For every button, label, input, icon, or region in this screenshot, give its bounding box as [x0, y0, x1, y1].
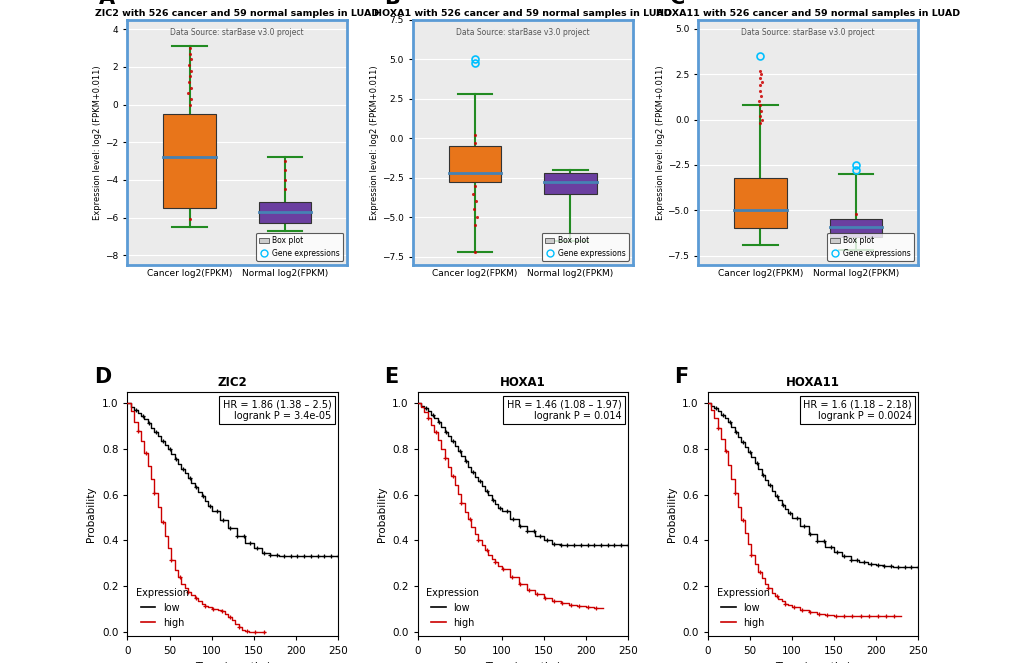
Text: F: F: [674, 367, 688, 387]
X-axis label: Time (months): Time (months): [484, 661, 560, 663]
Point: [182, 54, 199, 65]
Point: [752, 69, 768, 80]
Point: [181, 48, 198, 59]
Legend: Box plot, Gene expressions: Box plot, Gene expressions: [826, 233, 913, 261]
Text: C: C: [669, 0, 685, 8]
Y-axis label: Expression level: log2 (FPKM+0.011): Expression level: log2 (FPKM+0.011): [370, 65, 379, 219]
Point: [181, 71, 198, 82]
Title: HOXA11: HOXA11: [786, 376, 839, 389]
Point: [276, 184, 292, 194]
Point: [466, 204, 482, 215]
Point: [276, 174, 292, 185]
Point: [752, 99, 768, 110]
Point: [182, 82, 199, 93]
Point: [183, 66, 200, 76]
Point: [752, 118, 768, 129]
Text: Data Source: starBase v3.0 project: Data Source: starBase v3.0 project: [741, 29, 874, 37]
Y-axis label: Probability: Probability: [376, 487, 386, 542]
Title: ZIC2: ZIC2: [217, 376, 248, 389]
Point: [751, 72, 767, 83]
Point: [847, 209, 863, 219]
Title: ZIC2 with 526 cancer and 59 normal samples in LUAD: ZIC2 with 526 cancer and 59 normal sampl…: [95, 9, 379, 18]
Text: HR = 1.6 (1.18 – 2.18)
logrank P = 0.0024: HR = 1.6 (1.18 – 2.18) logrank P = 0.002…: [802, 399, 911, 421]
Point: [276, 165, 292, 176]
Title: HOXA11 with 526 cancer and 59 normal samples in LUAD: HOXA11 with 526 cancer and 59 normal sam…: [655, 9, 959, 18]
Legend: low, high: low, high: [712, 584, 772, 632]
Point: [467, 130, 483, 141]
Title: HOXA1 with 526 cancer and 59 normal samples in LUAD: HOXA1 with 526 cancer and 59 normal samp…: [374, 9, 671, 18]
Bar: [259, 202, 311, 223]
Y-axis label: Expression level: log2 (FPKM+0.011): Expression level: log2 (FPKM+0.011): [94, 65, 102, 219]
Point: [179, 88, 196, 99]
Text: HR = 1.86 (1.38 – 2.5)
logrank P = 3.4e-05: HR = 1.86 (1.38 – 2.5) logrank P = 3.4e-…: [222, 399, 331, 421]
Text: Data Source: starBase v3.0 project: Data Source: starBase v3.0 project: [170, 29, 304, 37]
Bar: [163, 114, 216, 208]
Text: HR = 1.46 (1.08 – 1.97)
logrank P = 0.014: HR = 1.46 (1.08 – 1.97) logrank P = 0.01…: [506, 399, 621, 421]
Text: B: B: [384, 0, 399, 8]
Y-axis label: Probability: Probability: [87, 487, 97, 542]
Point: [469, 212, 485, 223]
Bar: [828, 219, 881, 237]
Point: [752, 91, 768, 101]
Text: Data Source: starBase v3.0 project: Data Source: starBase v3.0 project: [455, 29, 589, 37]
Point: [467, 180, 483, 191]
Legend: Box plot, Gene expressions: Box plot, Gene expressions: [541, 233, 628, 261]
Legend: low, high: low, high: [132, 584, 193, 632]
Point: [180, 60, 197, 70]
Point: [752, 66, 768, 76]
Bar: [544, 173, 596, 194]
Bar: [448, 146, 500, 182]
Legend: low, high: low, high: [422, 584, 483, 632]
Point: [750, 96, 766, 107]
Point: [753, 76, 769, 87]
Title: HOXA1: HOXA1: [499, 376, 545, 389]
Point: [751, 111, 767, 121]
Point: [181, 214, 198, 225]
Point: [468, 196, 484, 207]
Y-axis label: Probability: Probability: [666, 487, 676, 542]
Point: [751, 86, 767, 96]
Point: [181, 99, 198, 110]
X-axis label: Time (months): Time (months): [195, 661, 270, 663]
Point: [465, 188, 481, 199]
Bar: [734, 178, 786, 228]
Y-axis label: Expression level: log2 (FPKM+0.011): Expression level: log2 (FPKM+0.011): [655, 65, 664, 219]
Point: [467, 247, 483, 257]
Point: [276, 156, 292, 166]
Point: [467, 138, 483, 149]
Text: E: E: [383, 367, 397, 387]
Legend: Box plot, Gene expressions: Box plot, Gene expressions: [256, 233, 343, 261]
Point: [752, 80, 768, 90]
Point: [752, 105, 768, 116]
X-axis label: Time (months): Time (months): [774, 661, 850, 663]
Text: A: A: [99, 0, 115, 8]
Text: D: D: [94, 367, 111, 387]
Point: [467, 220, 483, 231]
Point: [180, 77, 197, 88]
Point: [753, 114, 769, 125]
Point: [183, 93, 200, 104]
Point: [181, 43, 198, 54]
